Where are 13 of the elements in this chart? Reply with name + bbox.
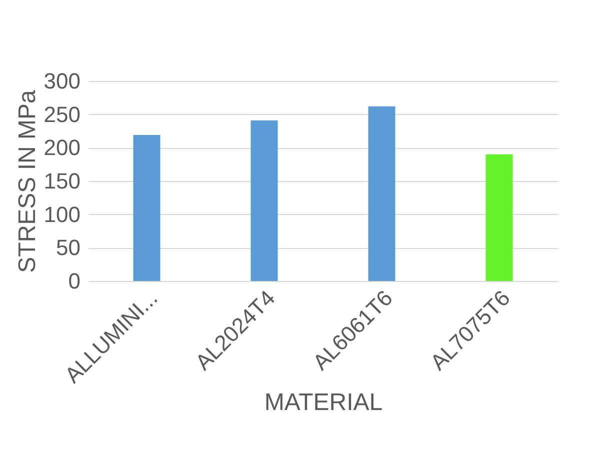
y-tick-label: 100 — [44, 202, 80, 227]
y-tick-label: 0 — [68, 268, 80, 294]
bar — [368, 106, 396, 281]
y-tick-label: 150 — [44, 168, 80, 194]
y-tick-label: 250 — [44, 102, 80, 127]
y-axis-title: STRESS IN MPa — [14, 90, 41, 273]
bar — [133, 135, 160, 281]
y-tick-label: 300 — [44, 68, 80, 94]
x-axis-title: MATERIAL — [264, 389, 383, 416]
y-tick-label: 50 — [56, 235, 80, 260]
y-tick-label: 200 — [44, 135, 80, 160]
bar — [486, 154, 513, 281]
bar — [250, 120, 278, 281]
